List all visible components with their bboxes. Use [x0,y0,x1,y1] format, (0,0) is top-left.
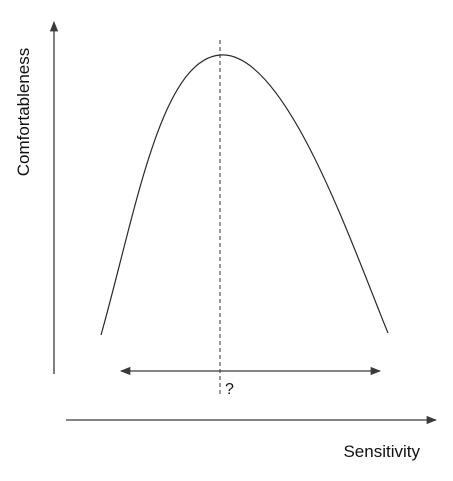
optimum-question-mark: ? [225,381,234,398]
comfort-curve [100,54,389,336]
y-axis-label: Comfortableness [14,48,33,177]
x-axis-label: Sensitivity [343,442,420,461]
